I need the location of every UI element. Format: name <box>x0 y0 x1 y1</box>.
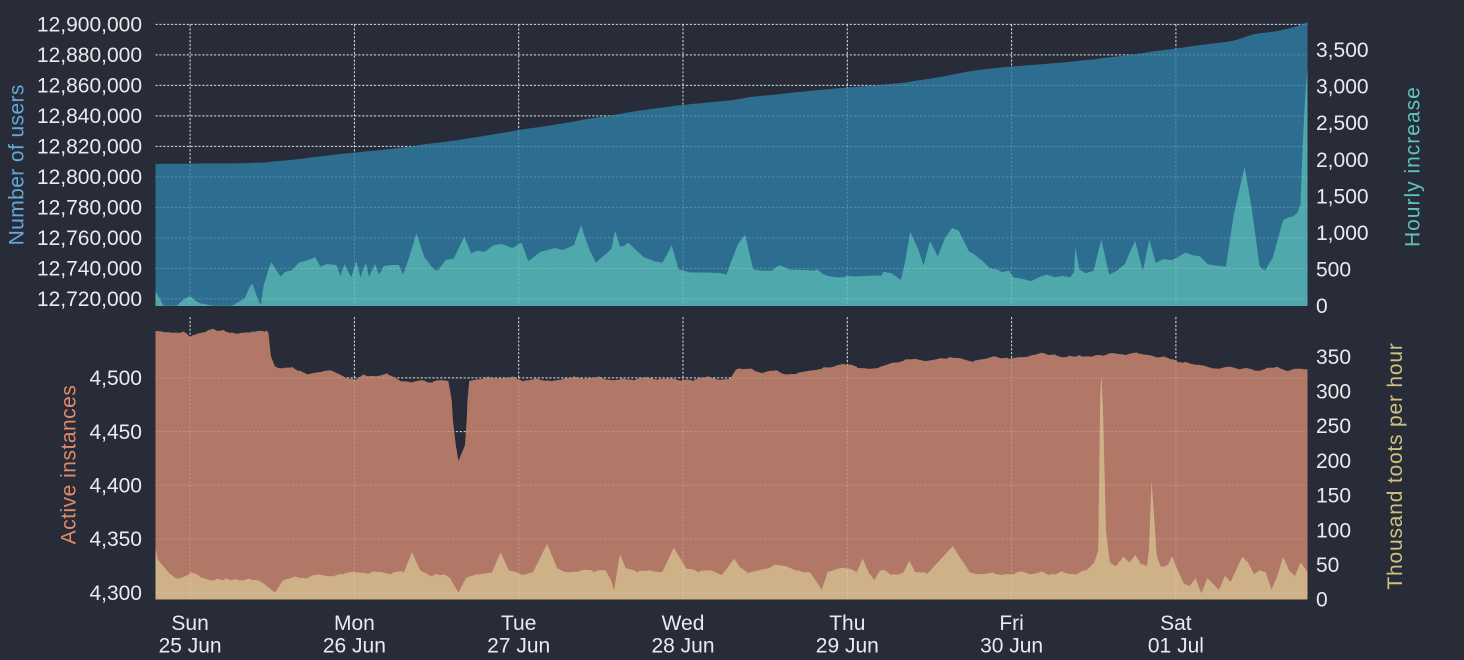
svg-text:350: 350 <box>1316 346 1351 369</box>
svg-text:50: 50 <box>1316 554 1339 577</box>
svg-text:4,450: 4,450 <box>89 421 142 444</box>
svg-text:12,740,000: 12,740,000 <box>37 258 142 281</box>
svg-text:300: 300 <box>1316 381 1351 404</box>
svg-text:25 Jun: 25 Jun <box>159 634 222 657</box>
svg-text:3,500: 3,500 <box>1316 39 1369 62</box>
svg-text:Fri: Fri <box>999 612 1024 635</box>
svg-text:27 Jun: 27 Jun <box>487 634 550 657</box>
svg-text:Sun: Sun <box>171 612 208 635</box>
svg-text:1,000: 1,000 <box>1316 222 1369 245</box>
svg-text:500: 500 <box>1316 259 1351 282</box>
svg-text:1,500: 1,500 <box>1316 185 1369 208</box>
svg-text:2,500: 2,500 <box>1316 112 1369 135</box>
svg-text:12,840,000: 12,840,000 <box>37 105 142 128</box>
svg-text:01 Jul: 01 Jul <box>1148 634 1204 657</box>
svg-text:4,500: 4,500 <box>89 367 142 390</box>
svg-text:30 Jun: 30 Jun <box>980 634 1043 657</box>
svg-text:Number of users: Number of users <box>5 84 28 245</box>
svg-text:Hourly increase: Hourly increase <box>1402 86 1425 247</box>
svg-text:26 Jun: 26 Jun <box>323 634 386 657</box>
svg-text:200: 200 <box>1316 450 1351 473</box>
svg-text:Sat: Sat <box>1160 612 1192 635</box>
svg-text:Mon: Mon <box>334 612 375 635</box>
svg-text:150: 150 <box>1316 485 1351 508</box>
svg-text:12,880,000: 12,880,000 <box>37 44 142 67</box>
svg-text:12,780,000: 12,780,000 <box>37 197 142 220</box>
svg-text:0: 0 <box>1316 295 1328 318</box>
svg-text:Tue: Tue <box>501 612 536 635</box>
svg-text:Active instances: Active instances <box>58 385 81 545</box>
svg-text:12,720,000: 12,720,000 <box>37 288 142 311</box>
svg-text:12,860,000: 12,860,000 <box>37 75 142 98</box>
svg-text:28 Jun: 28 Jun <box>651 634 714 657</box>
svg-text:100: 100 <box>1316 519 1351 542</box>
svg-text:250: 250 <box>1316 415 1351 438</box>
svg-text:Thousand toots per hour: Thousand toots per hour <box>1384 342 1407 589</box>
svg-text:4,300: 4,300 <box>89 582 142 605</box>
svg-text:4,350: 4,350 <box>89 528 142 551</box>
svg-text:12,820,000: 12,820,000 <box>37 136 142 159</box>
svg-text:4,400: 4,400 <box>89 475 142 498</box>
svg-text:3,000: 3,000 <box>1316 76 1369 99</box>
svg-text:12,760,000: 12,760,000 <box>37 227 142 250</box>
svg-text:12,900,000: 12,900,000 <box>37 14 142 37</box>
svg-text:29 Jun: 29 Jun <box>816 634 879 657</box>
svg-text:12,800,000: 12,800,000 <box>37 166 142 189</box>
svg-text:0: 0 <box>1316 589 1328 612</box>
svg-text:Wed: Wed <box>662 612 705 635</box>
svg-text:2,000: 2,000 <box>1316 149 1369 172</box>
svg-text:Thu: Thu <box>829 612 865 635</box>
